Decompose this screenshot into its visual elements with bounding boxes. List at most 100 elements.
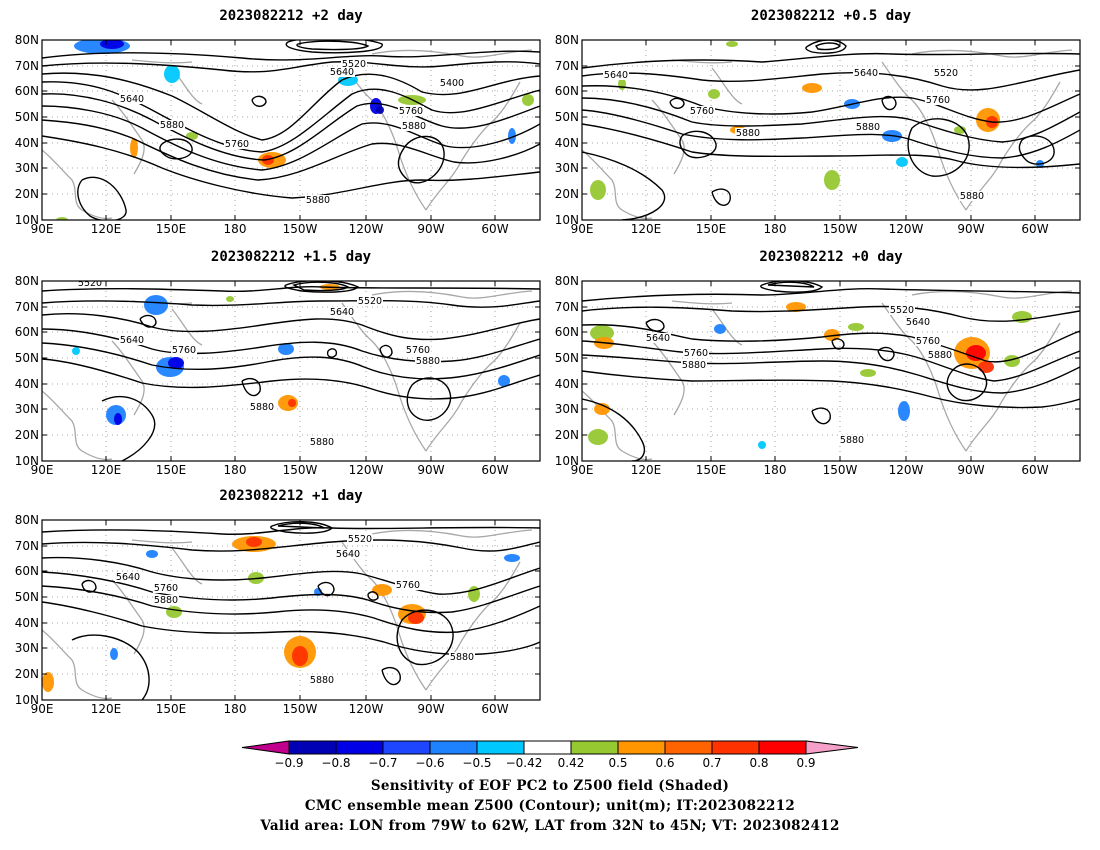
x-tick-label: 90W: [417, 702, 444, 716]
x-tick-label: 120E: [91, 463, 122, 477]
coastline: [42, 149, 113, 220]
colorbar-tick-label: −0.8: [321, 756, 350, 770]
z500-contour: [270, 521, 334, 534]
contour-label-bg: [357, 296, 383, 306]
contour-label-bg: [171, 345, 197, 355]
coastline: [965, 322, 1061, 452]
contour-label-bg: [159, 120, 185, 130]
x-tick-label: 120W: [349, 463, 384, 477]
z500-contour: [285, 40, 383, 54]
z500-contour: [582, 398, 646, 461]
z500-contour: [831, 338, 845, 350]
z500-contour: [582, 52, 1080, 69]
x-tick-label: 90E: [31, 702, 54, 716]
contour-label: 5760: [926, 95, 950, 106]
z500-contour: [582, 340, 1080, 382]
z500-contour: [42, 601, 540, 656]
z500-contour: [767, 281, 815, 288]
y-tick-label: 50N: [555, 351, 579, 365]
contour-label-bg: [395, 580, 421, 590]
x-tick-label: 60W: [481, 702, 508, 716]
x-tick-label: 90E: [571, 463, 594, 477]
map-background: [582, 40, 1080, 220]
contour-label: 5880: [856, 122, 880, 133]
contour-label-bg: [341, 59, 367, 69]
coastline: [965, 81, 1061, 211]
colorbar-tick-label: −0.9: [274, 756, 303, 770]
z500-contour: [42, 299, 540, 308]
z500-contour: [814, 42, 841, 51]
panel-title: 2023082212 +2 day: [219, 8, 363, 24]
z500-contour: [582, 151, 666, 220]
z500-contour: [367, 591, 379, 601]
y-tick-label: 20N: [555, 187, 579, 201]
y-tick-label: 50N: [15, 351, 39, 365]
contour-label-bg: [735, 128, 761, 138]
x-tick-label: 180: [764, 463, 787, 477]
sensitivity-shading: [376, 106, 384, 114]
map-frame: [581, 39, 1081, 221]
y-tick-label: 60N: [555, 325, 579, 339]
contour-label: 5760: [690, 106, 714, 117]
contour-label-bg: [915, 336, 941, 346]
contour-label: 5880: [250, 402, 274, 413]
x-tick-label: 120E: [91, 702, 122, 716]
x-tick-label: 180: [224, 463, 247, 477]
x-tick-label: 150W: [823, 222, 858, 236]
sensitivity-shading: [758, 441, 766, 449]
sensitivity-shading: [954, 126, 966, 134]
sensitivity-shading: [824, 329, 840, 341]
sensitivity-shading: [590, 325, 614, 341]
contour-label-bg: [115, 572, 141, 582]
sensitivity-shading: [708, 89, 720, 99]
coastline: [171, 547, 203, 585]
z500-contour: [284, 281, 360, 293]
coastline: [131, 59, 193, 64]
contour-label: 5880: [310, 437, 334, 448]
x-tick-label: 90W: [417, 222, 444, 236]
map-background: [42, 40, 540, 220]
z500-contour: [42, 61, 540, 73]
y-tick-label: 20N: [15, 428, 39, 442]
contour-label: 5760: [406, 345, 430, 356]
contour-label: 5520: [342, 59, 366, 70]
coastline: [341, 302, 427, 452]
contour-label: 5760: [172, 345, 196, 356]
contour-label-bg: [959, 191, 985, 201]
colorbar-swatch: [664, 740, 713, 755]
z500-contour: [296, 40, 370, 51]
map-background: [42, 281, 540, 461]
z500-contour: [42, 72, 540, 141]
contour-label: 5880: [310, 675, 334, 686]
y-tick-label: 10N: [15, 454, 39, 468]
sensitivity-shading: [246, 537, 262, 547]
z500-contour: [159, 138, 193, 160]
z500-contour: [101, 396, 156, 461]
x-tick-label: 150E: [156, 463, 187, 477]
map-frame: [581, 280, 1081, 462]
sensitivity-shading: [166, 606, 182, 618]
x-tick-label: 120E: [91, 222, 122, 236]
sensitivity-shading: [508, 128, 516, 144]
colorbar-swatch: [382, 740, 431, 755]
contour-label-bg: [347, 534, 373, 544]
x-tick-label: 150W: [283, 463, 318, 477]
sensitivity-shading: [42, 672, 54, 692]
contour-label-bg: [683, 348, 709, 358]
contour-label: 5640: [854, 68, 878, 79]
colorbar-swatch: [758, 740, 807, 755]
z500-contour: [42, 81, 540, 153]
contour-label-bg: [689, 106, 715, 116]
z500-contour: [42, 539, 540, 552]
contour-label-bg: [224, 139, 250, 149]
contour-label: 5880: [402, 121, 426, 132]
contour-label: 5640: [646, 333, 670, 344]
x-tick-label: 150E: [696, 463, 727, 477]
z500-contour: [42, 526, 540, 535]
contour-label-bg: [925, 95, 951, 105]
footer-line-1: Sensitivity of EOF PC2 to Z500 field (Sh…: [371, 778, 729, 794]
colorbar-right-extend: [805, 740, 859, 755]
